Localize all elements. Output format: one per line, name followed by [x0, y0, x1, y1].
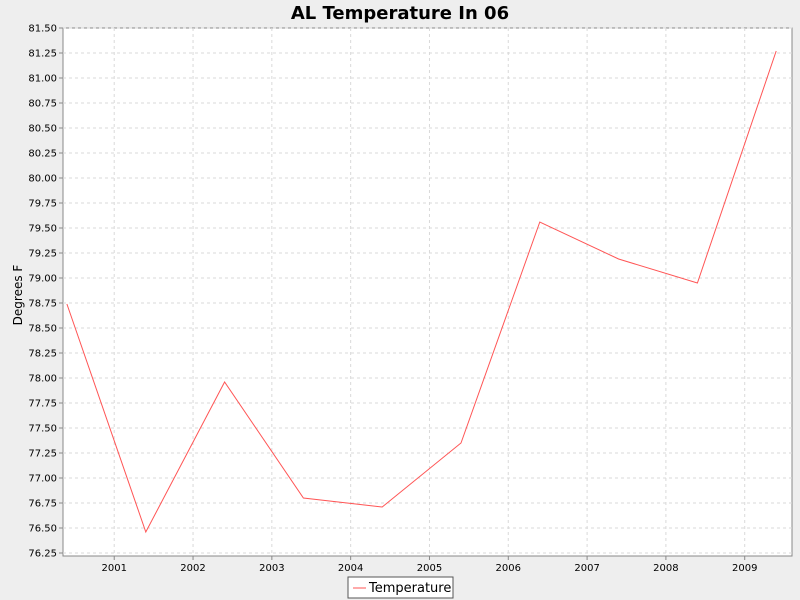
plot-area: [62, 27, 793, 557]
legend-label: Temperature: [368, 581, 451, 596]
x-tick-label: 2005: [417, 563, 442, 574]
y-tick-label: 80.75: [28, 99, 57, 110]
y-tick-label: 77.25: [28, 449, 57, 460]
x-axis: 2001 2002 2003 2004 2005 2006 2007 2008 2009: [102, 556, 757, 574]
x-tick-label: 2004: [338, 563, 363, 574]
y-tick-label: 81.00: [28, 74, 57, 85]
y-tick-label: 78.00: [28, 374, 57, 385]
legend: Temperature: [347, 576, 454, 599]
y-tick-label: 80.00: [28, 174, 57, 185]
y-tick-label: 77.75: [28, 399, 57, 410]
y-tick-label: 77.50: [28, 424, 57, 435]
y-tick-label: 80.50: [28, 124, 57, 135]
gridlines: [63, 27, 792, 556]
y-axis-label: Degrees F: [11, 265, 25, 326]
x-tick-label: 2009: [732, 563, 757, 574]
y-tick-label: 79.50: [28, 224, 57, 235]
series-line-temperature: [66, 50, 777, 534]
y-tick-label: 81.25: [28, 49, 57, 60]
x-tick-label: 2007: [574, 563, 599, 574]
x-tick-label: 2003: [259, 563, 284, 574]
y-tick-label: 78.50: [28, 324, 57, 335]
chart-title: AL Temperature In 06: [291, 3, 509, 24]
x-tick-label: 2006: [496, 563, 521, 574]
y-tick-label: 76.25: [28, 549, 57, 560]
series-group: [66, 50, 777, 534]
y-tick-label: 79.25: [28, 249, 57, 260]
y-tick-label: 79.00: [28, 274, 57, 285]
y-tick-label: 76.75: [28, 499, 57, 510]
y-tick-label: 76.50: [28, 524, 57, 535]
y-tick-label: 79.75: [28, 199, 57, 210]
x-tick-label: 2001: [102, 563, 127, 574]
y-tick-label: 80.25: [28, 149, 57, 160]
y-tick-label: 78.75: [28, 299, 57, 310]
y-tick-label: 78.25: [28, 349, 57, 360]
y-tick-label: 77.00: [28, 474, 57, 485]
legend-box: [347, 576, 454, 599]
x-tick-label: 2008: [653, 563, 678, 574]
y-tick-label: 81.50: [28, 24, 57, 35]
x-tick-label: 2002: [180, 563, 205, 574]
y-axis: 76.25 76.50 76.75 77.00 77.25 77.50 77.75 78.00…: [28, 24, 63, 560]
